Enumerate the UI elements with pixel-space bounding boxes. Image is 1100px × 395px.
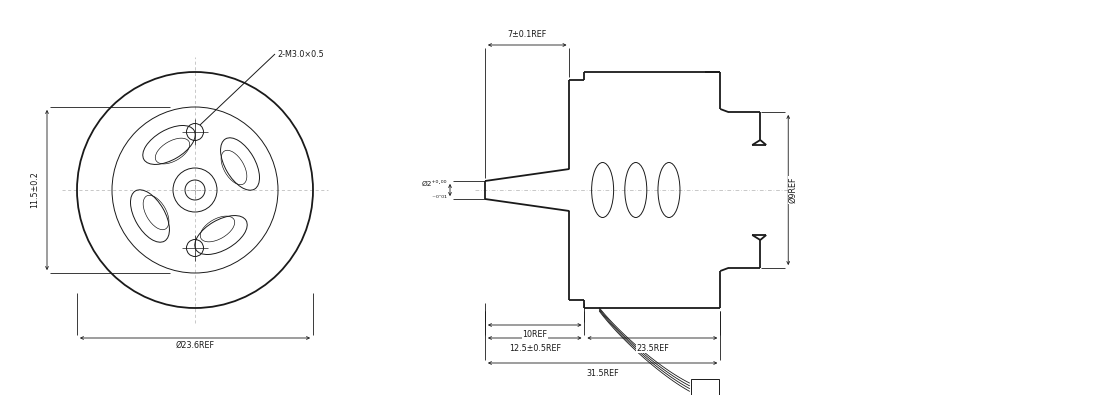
Bar — [692, 378, 719, 395]
Text: Ø23.6REF: Ø23.6REF — [176, 340, 214, 350]
Text: 7±0.1REF: 7±0.1REF — [507, 30, 547, 39]
Text: Ø2⁺⁰⋅⁰⁰: Ø2⁺⁰⋅⁰⁰ — [421, 181, 447, 187]
Text: 2-M3.0×0.5: 2-M3.0×0.5 — [277, 49, 323, 58]
Text: 12.5±0.5REF: 12.5±0.5REF — [508, 344, 561, 353]
Text: 31.5REF: 31.5REF — [586, 369, 619, 378]
Text: 10REF: 10REF — [522, 330, 547, 339]
Text: 23.5REF: 23.5REF — [636, 344, 669, 353]
Text: 11.5±0.2: 11.5±0.2 — [30, 171, 38, 209]
Text: ₋₀⋅₀₁: ₋₀⋅₀₁ — [425, 193, 447, 199]
Text: Ø9REF: Ø9REF — [789, 177, 797, 203]
